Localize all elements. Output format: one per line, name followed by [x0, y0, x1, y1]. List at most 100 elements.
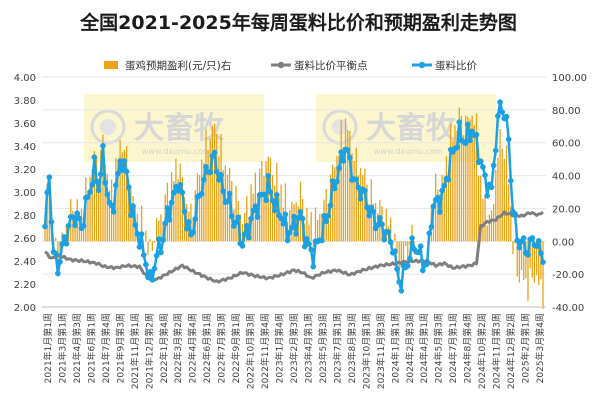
profit-bar	[175, 158, 177, 242]
egg-feed-ratio-point	[529, 235, 536, 241]
profit-bar	[239, 214, 241, 242]
profit-bar	[160, 214, 162, 242]
egg-feed-ratio-point	[267, 189, 274, 195]
profit-bar	[119, 139, 121, 242]
profit-bar	[153, 241, 156, 243]
egg-feed-ratio-point	[132, 222, 139, 228]
profit-bar	[263, 176, 265, 242]
profit-bar	[123, 149, 126, 242]
profit-bar	[235, 185, 237, 242]
egg-feed-ratio-point	[379, 221, 385, 228]
egg-feed-ratio-point	[252, 203, 259, 210]
profit-bar	[57, 241, 59, 274]
x-tick-label: 2022年1月第4周	[158, 313, 170, 383]
profit-bar	[44, 224, 46, 242]
profit-bar	[432, 202, 435, 242]
x-tick-label: 2023年2月第3周	[288, 313, 300, 383]
egg-feed-ratio-point	[246, 234, 252, 241]
egg-feed-ratio-point	[179, 189, 186, 196]
egg-feed-ratio-point	[44, 189, 50, 196]
egg-feed-ratio-point	[203, 164, 209, 170]
x-tick-label: 2022年7月第3周	[216, 313, 228, 383]
egg-feed-ratio-point	[299, 215, 306, 222]
x-tick-label: 2021年7月第4周	[100, 313, 112, 383]
profit-bar	[533, 241, 536, 283]
profit-bar	[295, 201, 297, 242]
egg-feed-ratio-point	[325, 212, 332, 219]
x-tick-label: 2023年7月第1周	[331, 313, 343, 383]
egg-feed-ratio-point	[185, 219, 192, 225]
legend-label: 蛋料比价	[435, 59, 477, 72]
egg-feed-ratio-point	[160, 237, 166, 243]
profit-bar	[525, 241, 527, 279]
profit-bar	[198, 175, 201, 242]
egg-feed-ratio-point	[306, 241, 312, 247]
egg-feed-ratio-point	[278, 215, 284, 222]
y-right-tick-label: 0.00	[552, 237, 574, 248]
egg-feed-ratio-point	[482, 172, 488, 179]
egg-feed-ratio-point	[323, 218, 330, 225]
profit-bar	[250, 184, 252, 242]
egg-feed-ratio-point	[254, 214, 261, 220]
legend-label: 蛋鸡预期盈利(元/只)右	[125, 59, 231, 72]
x-tick-label: 2023年4月第1周	[303, 313, 315, 383]
egg-feed-ratio-point	[293, 231, 299, 237]
profit-bar	[145, 230, 147, 242]
egg-feed-ratio-point	[85, 194, 91, 200]
x-tick-label: 2023年1月第4周	[274, 313, 286, 383]
y-right-tick-label: -40.00	[552, 303, 584, 314]
y-left-tick-label: 2.40	[14, 257, 36, 268]
egg-feed-ratio-point	[91, 154, 98, 161]
egg-feed-ratio-point	[357, 195, 364, 202]
egg-feed-ratio-point	[233, 219, 239, 226]
egg-feed-ratio-point	[409, 235, 415, 241]
profit-bar	[527, 241, 529, 301]
profit-bar	[540, 241, 542, 280]
egg-feed-ratio-point	[473, 131, 480, 138]
egg-feed-ratio-point	[308, 246, 315, 253]
x-tick-label: 2022年4月第4周	[187, 313, 199, 383]
egg-feed-ratio-point	[334, 178, 340, 185]
y-right-tick-label: 80.00	[552, 106, 581, 117]
watermark-url: www.dxumu.com	[142, 147, 211, 156]
balance-point-line	[44, 210, 544, 284]
y-left-tick-label: 3.40	[14, 142, 36, 153]
egg-feed-ratio-point	[456, 119, 463, 125]
x-tick-label: 2024年4月第1周	[418, 313, 430, 383]
profit-bar	[450, 123, 452, 242]
egg-feed-ratio-point	[301, 243, 308, 250]
profit-bar	[495, 169, 497, 242]
x-tick-label: 2024年2月第3周	[404, 313, 416, 383]
profit-bar	[357, 175, 360, 242]
profit-bar	[340, 120, 342, 242]
profit-bar	[203, 162, 205, 242]
profit-bar	[467, 116, 469, 242]
y-right-tick-label: -20.00	[552, 270, 584, 281]
egg-feed-ratio-point	[437, 209, 443, 215]
profit-bar	[246, 196, 248, 242]
egg-feed-ratio-point	[439, 187, 445, 194]
profit-bar	[149, 238, 151, 242]
egg-feed-ratio-point	[540, 259, 546, 266]
profit-bar	[121, 152, 123, 242]
egg-feed-ratio-point	[338, 149, 345, 155]
egg-feed-ratio-point	[467, 137, 473, 144]
egg-feed-ratio-point	[396, 279, 403, 285]
egg-feed-ratio-point	[490, 162, 497, 169]
profit-bar	[334, 167, 336, 242]
egg-feed-ratio-point	[477, 158, 484, 165]
egg-feed-ratio-point	[533, 243, 540, 250]
profit-bar	[452, 140, 454, 242]
profit-bar	[400, 241, 402, 269]
profit-bar	[471, 115, 473, 242]
profit-bar	[222, 170, 224, 242]
profit-bar	[158, 220, 160, 242]
profit-bar	[353, 161, 355, 242]
profit-bar	[454, 125, 456, 242]
egg-feed-ratio-point	[465, 121, 471, 128]
egg-feed-ratio-point	[428, 224, 435, 230]
profit-bar	[82, 223, 85, 242]
profit-bar	[181, 177, 184, 242]
egg-feed-ratio-point	[419, 267, 426, 274]
egg-feed-ratio-point	[340, 158, 347, 164]
